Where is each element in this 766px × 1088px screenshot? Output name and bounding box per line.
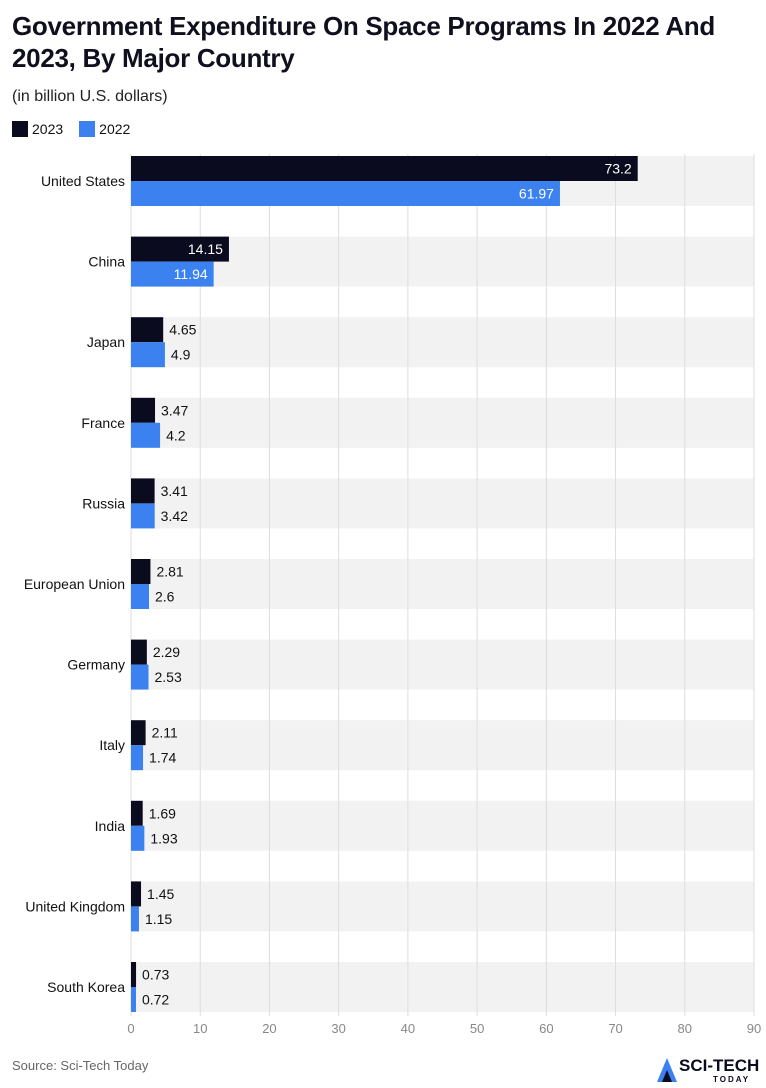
legend-item-2022: 2022 bbox=[79, 121, 130, 137]
category-band bbox=[131, 881, 754, 932]
category-label: China bbox=[88, 254, 125, 270]
x-tick-label: 90 bbox=[747, 1021, 761, 1036]
data-label: 2.6 bbox=[155, 589, 175, 605]
bar-2022 bbox=[131, 745, 144, 771]
data-label: 2.81 bbox=[156, 564, 183, 580]
x-tick-label: 80 bbox=[678, 1021, 692, 1036]
category-band bbox=[131, 317, 754, 368]
bar-2023 bbox=[131, 559, 151, 584]
category-label: India bbox=[95, 818, 126, 834]
data-label: 4.2 bbox=[166, 427, 186, 443]
category-band bbox=[131, 478, 754, 529]
data-label: 61.97 bbox=[519, 186, 554, 202]
bar-2022 bbox=[131, 987, 136, 1012]
data-label: 11.94 bbox=[174, 266, 208, 282]
category-band bbox=[131, 397, 754, 448]
x-tick-label: 70 bbox=[608, 1021, 622, 1036]
bar-2023 bbox=[131, 156, 638, 181]
data-label: 2.11 bbox=[152, 725, 178, 741]
category-label: European Union bbox=[24, 576, 125, 592]
legend-swatch-2022 bbox=[79, 121, 96, 137]
source-note: Source: Sci-Tech Today bbox=[12, 1058, 149, 1073]
category-label: Japan bbox=[87, 334, 125, 350]
bar-2023 bbox=[131, 397, 156, 423]
category-label: Russia bbox=[82, 495, 125, 511]
data-label: 4.65 bbox=[169, 322, 196, 338]
x-tick-label: 40 bbox=[401, 1021, 415, 1036]
bar-2022 bbox=[131, 181, 560, 206]
category-band bbox=[131, 639, 754, 690]
data-label: 0.73 bbox=[142, 967, 169, 983]
bar-2023 bbox=[131, 317, 164, 343]
x-tick-label: 0 bbox=[127, 1021, 134, 1036]
category-label: United States bbox=[41, 173, 125, 189]
category-label: France bbox=[81, 415, 125, 431]
category-band bbox=[131, 720, 754, 771]
bar-2023 bbox=[131, 478, 155, 504]
category-band bbox=[131, 559, 754, 609]
chart-title: Government Expenditure On Space Programs… bbox=[12, 11, 715, 73]
data-label: 1.15 bbox=[145, 911, 172, 927]
x-tick-label: 50 bbox=[470, 1021, 484, 1036]
data-label: 2.53 bbox=[155, 669, 182, 685]
x-tick-label: 30 bbox=[331, 1021, 345, 1036]
data-label: 3.41 bbox=[161, 483, 188, 499]
bar-2023 bbox=[131, 236, 229, 262]
legend-label-2022: 2022 bbox=[99, 121, 131, 137]
data-label: 1.93 bbox=[150, 830, 177, 846]
data-label: 0.72 bbox=[142, 992, 169, 1008]
data-label: 1.74 bbox=[149, 750, 176, 766]
bar-2022 bbox=[131, 261, 214, 287]
category-label: South Korea bbox=[47, 979, 125, 995]
data-label: 73.2 bbox=[604, 161, 631, 177]
bar-2022 bbox=[131, 906, 139, 932]
logo-main-text: SCI-TECH bbox=[679, 1056, 759, 1075]
legend-label-2023: 2023 bbox=[32, 121, 64, 137]
data-label: 4.9 bbox=[171, 347, 191, 363]
x-tick-label: 10 bbox=[193, 1021, 207, 1036]
x-tick-label: 60 bbox=[539, 1021, 553, 1036]
category-label: Italy bbox=[99, 737, 125, 753]
data-label: 14.15 bbox=[188, 241, 223, 257]
chart-subtitle: (in billion U.S. dollars) bbox=[12, 88, 168, 105]
category-band bbox=[131, 236, 754, 287]
category-label: Germany bbox=[67, 657, 125, 673]
data-label: 2.29 bbox=[153, 644, 180, 660]
bar-2022 bbox=[131, 422, 161, 448]
bar-2022 bbox=[131, 825, 145, 851]
bar-2023 bbox=[131, 639, 147, 665]
legend-item-2023: 2023 bbox=[12, 121, 63, 137]
bar-2022 bbox=[131, 503, 155, 529]
category-label: United Kingdom bbox=[25, 898, 125, 914]
legend-swatch-2023 bbox=[12, 121, 28, 137]
category-band bbox=[131, 800, 754, 851]
data-label: 3.47 bbox=[161, 402, 188, 418]
sci-tech-today-logo: SCI-TECH TODAY bbox=[657, 1056, 759, 1084]
legend: 2023 2022 bbox=[12, 121, 130, 137]
bar-2023 bbox=[131, 720, 146, 746]
logo-sub-text: TODAY bbox=[713, 1075, 750, 1084]
data-label: 1.45 bbox=[147, 886, 174, 902]
x-tick-label: 20 bbox=[262, 1021, 276, 1036]
data-label: 1.69 bbox=[149, 805, 176, 821]
bar-2023 bbox=[131, 800, 143, 826]
logo-triangle-icon bbox=[657, 1058, 677, 1082]
bar-2022 bbox=[131, 584, 149, 609]
category-band bbox=[131, 962, 754, 1012]
bar-2022 bbox=[131, 342, 165, 368]
bar-2023 bbox=[131, 962, 137, 987]
bar-2023 bbox=[131, 881, 142, 907]
data-label: 3.42 bbox=[161, 508, 188, 524]
bar-2022 bbox=[131, 664, 149, 690]
bar-chart: 0 10 20 30 40 50 60 70 80 90 United States 73.2 61.9… bbox=[24, 154, 761, 1036]
